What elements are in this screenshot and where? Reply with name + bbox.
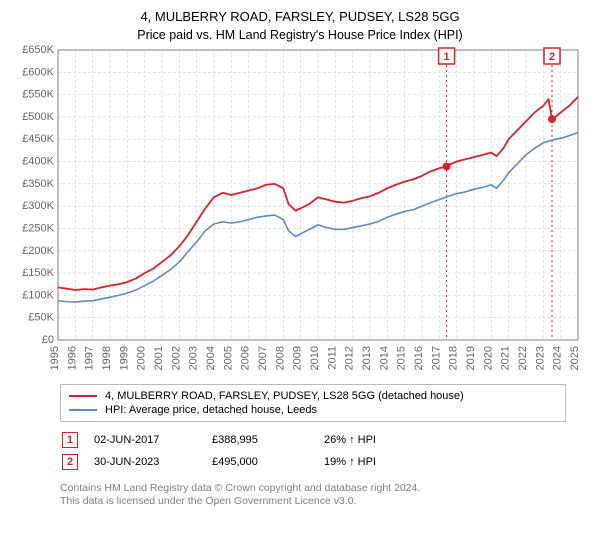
svg-text:1997: 1997 [84, 346, 96, 370]
marker-row: 2 30-JUN-2023 £495,000 19% ↑ HPI [62, 452, 444, 472]
svg-text:£400K: £400K [22, 155, 54, 167]
svg-text:1: 1 [444, 51, 450, 63]
svg-text:2010: 2010 [309, 346, 321, 370]
svg-text:2012: 2012 [344, 346, 356, 370]
marker-price: £495,000 [212, 452, 322, 472]
svg-text:1998: 1998 [101, 346, 113, 370]
svg-text:2000: 2000 [136, 346, 148, 370]
marker-badge: 2 [62, 454, 78, 470]
marker-pct: 19% ↑ HPI [324, 452, 444, 472]
svg-text:1999: 1999 [118, 346, 130, 370]
marker-badge: 1 [62, 432, 78, 448]
legend-label: 4, MULBERRY ROAD, FARSLEY, PUDSEY, LS28 … [105, 390, 464, 402]
markers-table: 1 02-JUN-2017 £388,995 26% ↑ HPI 2 30-JU… [60, 428, 446, 474]
marker-date: 30-JUN-2023 [80, 452, 210, 472]
svg-text:1996: 1996 [66, 346, 78, 370]
svg-text:£150K: £150K [22, 267, 54, 279]
svg-text:2004: 2004 [205, 346, 217, 370]
svg-text:2024: 2024 [552, 346, 564, 370]
svg-text:2025: 2025 [569, 346, 581, 370]
svg-text:2021: 2021 [500, 346, 512, 370]
svg-text:2007: 2007 [257, 346, 269, 370]
legend-row: HPI: Average price, detached house, Leed… [69, 403, 557, 417]
legend-label: HPI: Average price, detached house, Leed… [105, 404, 317, 416]
svg-text:2006: 2006 [240, 346, 252, 370]
svg-text:£200K: £200K [22, 244, 54, 256]
svg-text:£600K: £600K [22, 66, 54, 78]
svg-text:2020: 2020 [482, 346, 494, 370]
chart-subtitle: Price paid vs. HM Land Registry's House … [10, 28, 590, 42]
svg-text:£350K: £350K [22, 177, 54, 189]
svg-text:2005: 2005 [222, 346, 234, 370]
svg-text:2011: 2011 [326, 346, 338, 370]
svg-text:£100K: £100K [22, 289, 54, 301]
svg-text:£650K: £650K [22, 44, 54, 56]
svg-text:1995: 1995 [49, 346, 61, 370]
marker-row: 1 02-JUN-2017 £388,995 26% ↑ HPI [62, 430, 444, 450]
chart-title: 4, MULBERRY ROAD, FARSLEY, PUDSEY, LS28 … [10, 8, 590, 26]
svg-text:2003: 2003 [188, 346, 200, 370]
svg-text:£550K: £550K [22, 88, 54, 100]
marker-date: 02-JUN-2017 [80, 430, 210, 450]
price-chart: £0 £50K £100K £150K £200K £250K £300K £350K £400… [10, 42, 590, 372]
svg-text:2009: 2009 [292, 346, 304, 370]
svg-text:£50K: £50K [28, 311, 54, 323]
footer-attribution: Contains HM Land Registry data © Crown c… [60, 482, 566, 508]
svg-text:2016: 2016 [413, 346, 425, 370]
svg-text:£250K: £250K [22, 222, 54, 234]
svg-text:£450K: £450K [22, 133, 54, 145]
legend-swatch [69, 409, 97, 411]
svg-text:£300K: £300K [22, 200, 54, 212]
svg-text:2013: 2013 [361, 346, 373, 370]
legend: 4, MULBERRY ROAD, FARSLEY, PUDSEY, LS28 … [60, 384, 566, 422]
svg-text:2015: 2015 [396, 346, 408, 370]
svg-text:2022: 2022 [517, 346, 529, 370]
svg-text:2017: 2017 [430, 346, 442, 370]
legend-row: 4, MULBERRY ROAD, FARSLEY, PUDSEY, LS28 … [69, 389, 557, 403]
svg-text:£500K: £500K [22, 110, 54, 122]
svg-text:2008: 2008 [274, 346, 286, 370]
svg-text:2023: 2023 [534, 346, 546, 370]
svg-text:£0: £0 [42, 334, 54, 346]
svg-text:2002: 2002 [170, 346, 182, 370]
svg-text:2001: 2001 [153, 346, 165, 370]
marker-price: £388,995 [212, 430, 322, 450]
svg-text:2019: 2019 [465, 346, 477, 370]
svg-text:2: 2 [549, 51, 555, 63]
svg-text:2018: 2018 [448, 346, 460, 370]
legend-swatch [69, 395, 97, 397]
svg-text:2014: 2014 [378, 346, 390, 370]
marker-pct: 26% ↑ HPI [324, 430, 444, 450]
